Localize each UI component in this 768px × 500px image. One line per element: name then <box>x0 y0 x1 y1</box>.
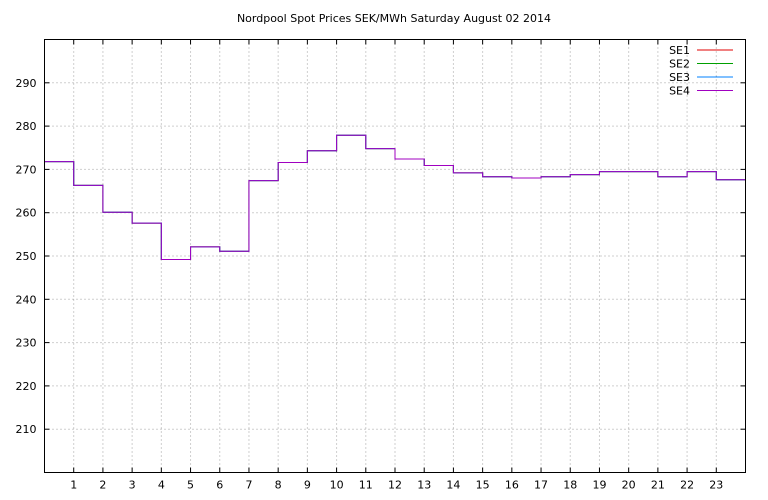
y-tick-label: 240 <box>16 293 37 306</box>
y-tick-label: 250 <box>16 250 37 263</box>
x-tick-label: 19 <box>592 479 606 492</box>
x-tick-label: 17 <box>534 479 548 492</box>
x-tick-label: 2 <box>99 479 106 492</box>
x-tick-label: 3 <box>129 479 136 492</box>
legend-label-se3: SE3 <box>669 71 690 84</box>
chart-title: Nordpool Spot Prices SEK/MWh Saturday Au… <box>237 12 551 25</box>
x-tick-label: 20 <box>622 479 636 492</box>
x-tick-label: 14 <box>446 479 460 492</box>
legend-label-se4: SE4 <box>669 85 690 98</box>
y-tick-label: 210 <box>16 423 37 436</box>
x-tick-label: 21 <box>651 479 665 492</box>
y-tick-label: 230 <box>16 337 37 350</box>
y-tick-label: 290 <box>16 77 37 90</box>
series-lines <box>44 134 746 260</box>
x-tick-label: 16 <box>505 479 519 492</box>
grid <box>44 39 746 473</box>
axis-ticks: 1 2 3 4 5 6 7 8 9 10 11 12 13 14 15 16 17 18 19 20 21 22 23210… <box>16 39 746 492</box>
x-tick-label: 1 <box>70 479 77 492</box>
y-tick-label: 270 <box>16 163 37 176</box>
x-tick-label: 22 <box>680 479 694 492</box>
x-tick-label: 12 <box>388 479 402 492</box>
x-tick-label: 18 <box>563 479 577 492</box>
series-line-se4 <box>44 134 746 260</box>
y-tick-label: 280 <box>16 120 37 133</box>
x-tick-label: 10 <box>330 479 344 492</box>
x-tick-label: 6 <box>216 479 223 492</box>
x-tick-label: 5 <box>187 479 194 492</box>
x-tick-label: 11 <box>359 479 373 492</box>
x-tick-label: 15 <box>476 479 490 492</box>
legend-label-se2: SE2 <box>669 58 690 71</box>
x-tick-label: 23 <box>709 479 723 492</box>
plot-frame <box>44 39 746 473</box>
x-tick-label: 8 <box>275 479 282 492</box>
legend-label-se1: SE1 <box>669 44 690 57</box>
x-tick-label: 13 <box>417 479 431 492</box>
y-tick-label: 260 <box>16 207 37 220</box>
x-tick-label: 9 <box>304 479 311 492</box>
y-tick-label: 220 <box>16 380 37 393</box>
x-tick-label: 4 <box>158 479 165 492</box>
x-tick-label: 7 <box>245 479 252 492</box>
